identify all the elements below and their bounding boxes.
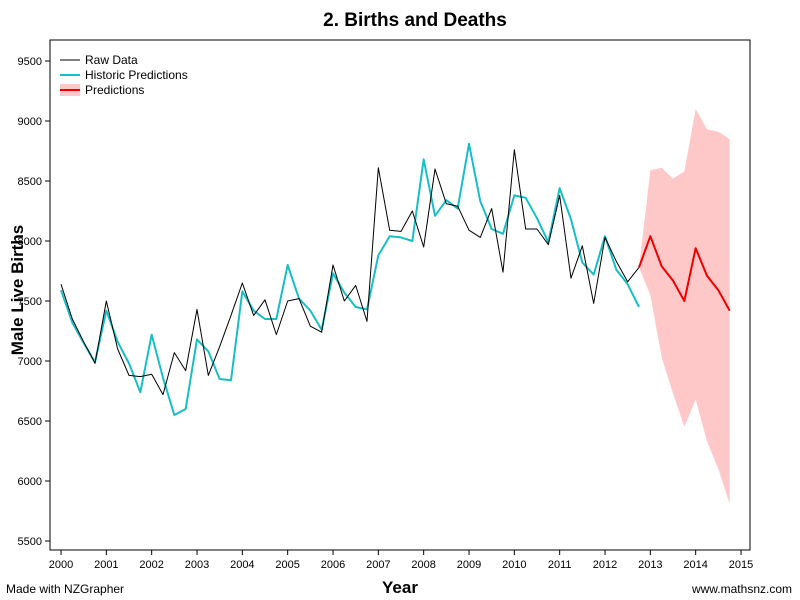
series-lines-layer xyxy=(60,142,731,416)
y-tick-label-5500: 5500 xyxy=(18,536,42,548)
footer-credit: Made with NZGrapher xyxy=(6,582,125,596)
chart-title: 2. Births and Deaths xyxy=(323,10,507,31)
plot-frame xyxy=(49,39,751,551)
x-tick-label-2015: 2015 xyxy=(729,559,753,571)
x-tick-label-2005: 2005 xyxy=(275,559,299,571)
footer-website: www.mathsnz.com xyxy=(691,582,792,596)
raw-data-line xyxy=(60,149,640,396)
legend-label-historic-predictions: Historic Predictions xyxy=(85,68,188,82)
y-tick-label-9500: 9500 xyxy=(18,56,42,68)
y-tick-label-7500: 7500 xyxy=(18,296,42,308)
y-tick-label-8500: 8500 xyxy=(18,176,42,188)
x-tick-label-2006: 2006 xyxy=(321,559,345,571)
x-tick-label-2000: 2000 xyxy=(49,559,73,571)
historic-predictions-line xyxy=(60,142,640,416)
x-tick-label-2014: 2014 xyxy=(683,559,707,571)
y-tick-label-6000: 6000 xyxy=(18,476,42,488)
y-axis-label: Male Live Births xyxy=(8,224,27,356)
y-tick-label-7000: 7000 xyxy=(18,356,42,368)
x-tick-label-2011: 2011 xyxy=(548,559,572,571)
y-axis: 5500 6000 6500 7000 7500 8000 8500 9000 9500 xyxy=(18,56,50,548)
x-axis-label: Year xyxy=(382,578,418,597)
prediction-interval-band xyxy=(639,109,730,504)
x-tick-label-2002: 2002 xyxy=(139,559,163,571)
x-tick-label-2007: 2007 xyxy=(366,559,390,571)
x-tick-label-2001: 2001 xyxy=(94,559,118,571)
x-axis: 2000 2001 2002 2003 2004 2005 2006 2007 2008 2009… xyxy=(49,550,753,571)
legend-label-predictions: Predictions xyxy=(85,83,144,97)
legend-label-raw-data: Raw Data xyxy=(85,53,138,67)
x-tick-label-2013: 2013 xyxy=(638,559,662,571)
x-tick-label-2009: 2009 xyxy=(457,559,481,571)
x-tick-label-2008: 2008 xyxy=(411,559,435,571)
x-tick-label-2012: 2012 xyxy=(593,559,617,571)
y-tick-label-9000: 9000 xyxy=(18,116,42,128)
predictions-line xyxy=(638,235,731,312)
x-tick-label-2010: 2010 xyxy=(502,559,526,571)
y-tick-label-6500: 6500 xyxy=(18,416,42,428)
y-tick-label-8000: 8000 xyxy=(18,236,42,248)
x-tick-label-2004: 2004 xyxy=(230,559,254,571)
prediction-band-layer xyxy=(639,109,730,504)
x-tick-label-2003: 2003 xyxy=(185,559,209,571)
